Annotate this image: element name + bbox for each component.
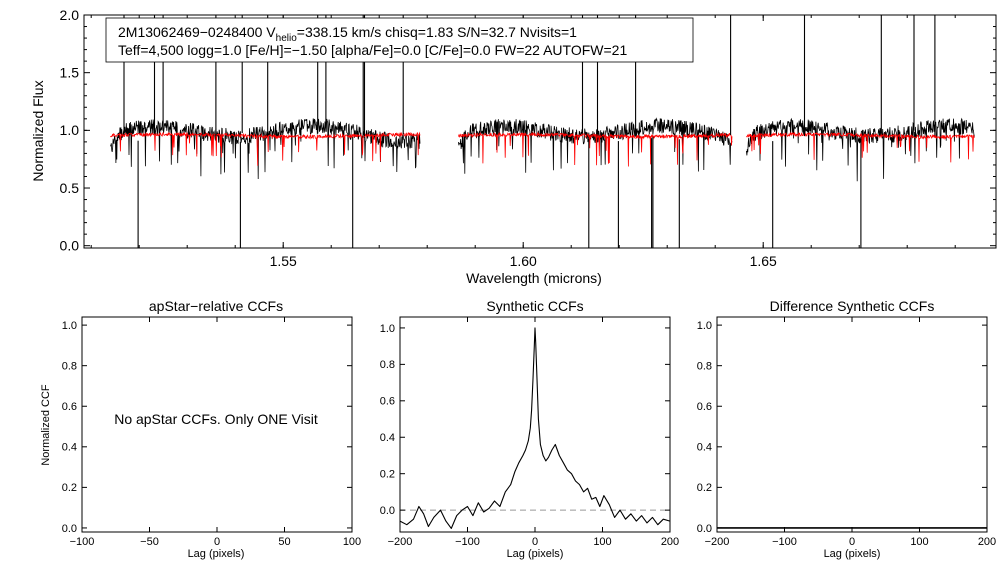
spectrum-axes-frame [83,14,997,249]
synthetic-ccf-ytick-label: 0.8 [380,359,395,371]
synthetic-ccf-ytick-label: 0.0 [380,505,395,517]
apstar-ccf-ytick-label: 0.0 [62,523,77,535]
apstar-ccf-ytick-label: 0.4 [62,442,77,454]
difference-ccf-ytick-label: 1.0 [697,320,712,332]
difference-ccf-ticks: −200 −100 0 100 200 0.0 0.2 0.4 0.6 0.8 1.0 [697,317,996,548]
difference-ccf-xtick-label: −100 [772,536,797,548]
synthetic-ccf-ytick-label: 0.2 [380,469,395,481]
apstar-ccf-annotation: No apStar CCFs. Only ONE Visit [114,411,318,427]
spectrum-ytick-label: 1.5 [60,65,80,81]
difference-ccf-xtick-label: −200 [705,536,730,548]
synthetic-ccf-xtick-label: −100 [455,536,480,548]
info-line-1: 2M13062469−0248400 Vhelio=338.15 km/s ch… [118,24,577,44]
apstar-ccf-xtick-label: 0 [214,536,220,548]
synthetic-ccf-line [399,327,671,529]
difference-ccf-xtick-label: 0 [849,536,855,548]
synthetic-ccf-xtick-label: 200 [661,536,679,548]
synthetic-ccf-ytick-label: 0.6 [380,396,395,408]
difference-ccf-xtick-label: 100 [910,536,928,548]
spectrum-model-line [458,131,733,167]
synthetic-ccf-xtick-label: 0 [532,536,538,548]
apstar-ccf-ytick-label: 1.0 [62,320,77,332]
difference-ccf-xlabel: Lag (pixels) [824,548,881,560]
synthetic-ccf-title: Synthetic CCFs [486,298,583,314]
synthetic-ccf-ticks: −200 −100 0 100 200 0.0 0.2 0.4 0.6 0.8 1.0 [380,317,679,548]
info-line-2: Teff=4,500 logg=1.0 [Fe/H]=−1.50 [alpha/… [118,42,627,58]
apstar-ccf-ticks: −100 −50 0 50 100 0.0 0.2 0.4 0.6 0.8 1.0 [62,317,361,548]
spectrum-ylabel: Normalized Flux [30,80,46,181]
difference-ccf-ytick-label: 0.4 [697,442,712,454]
apstar-ccf-ytick-label: 0.6 [62,401,77,413]
difference-ccf-ytick-label: 0.0 [697,523,712,535]
difference-ccf-panel: Difference Synthetic CCFs −200 −100 0 100 20… [697,298,996,560]
synthetic-ccf-ytick-label: 0.4 [380,432,395,444]
synthetic-ccf-ytick-label: 1.0 [380,323,395,335]
apstar-ccf-title: apStar−relative CCFs [149,298,283,314]
difference-ccf-ytick-label: 0.2 [697,482,712,494]
apstar-ccf-ylabel: Normalized CCF [40,384,52,466]
difference-ccf-xtick-label: 200 [978,536,996,548]
synthetic-ccf-xtick-label: −200 [388,536,413,548]
apstar-ccf-xtick-label: −50 [140,536,159,548]
spectrum-ytick-label: 2.0 [60,7,80,23]
info-box [105,17,694,63]
difference-ccf-ytick-label: 0.8 [697,361,712,373]
spectrum-ytick-label: 0.0 [60,238,80,254]
synthetic-ccf-xtick-label: 100 [593,536,611,548]
difference-ccf-title: Difference Synthetic CCFs [770,298,935,314]
difference-ccf-ytick-label: 0.6 [697,401,712,413]
spectrum-model-line [746,131,975,163]
apstar-ccf-xtick-label: 100 [343,536,361,548]
spectrum-ticks: 1.55 1.60 1.65 0.0 0.5 1.0 1.5 2.0 [60,7,996,269]
apstar-ccf-xtick-label: 50 [278,536,290,548]
spectrum-observed-line [110,118,421,180]
info-line-1-values: =338.15 km/s chisq=1.83 S/N=32.7 Nvisits… [297,24,577,40]
synthetic-ccf-axes-frame [399,316,671,533]
spectrum-xtick-label: 1.55 [270,253,297,269]
spectrum-xtick-label: 1.60 [510,253,537,269]
synthetic-ccf-plot-area [399,327,671,529]
spectrum-panel: 1.55 1.60 1.65 0.0 0.5 1.0 1.5 2.0 Wavelength (… [30,7,997,286]
apstar-ccf-xlabel: Lag (pixels) [188,548,245,560]
apstar-ccf-ytick-label: 0.2 [62,482,77,494]
apstar-ccf-xtick-label: −100 [70,536,95,548]
apstar-ccf-panel: apStar−relative CCFs −100 −50 0 50 100 0.0 0.2… [40,298,361,560]
synthetic-ccf-xlabel: Lag (pixels) [507,548,564,560]
apstar-ccf-ytick-label: 0.8 [62,361,77,373]
difference-ccf-axes-frame [716,316,988,533]
info-line-1-star: 2M13062469−0248400 V [118,24,276,40]
spectrum-xtick-label: 1.65 [750,253,777,269]
spectrum-model-line [110,131,421,166]
synthetic-ccf-panel: Synthetic CCFs −200 −100 0 100 200 0.0 0.2 0.4 0… [380,298,679,560]
info-line-1-subscript: helio [276,33,298,44]
spectrum-ytick-label: 0.5 [60,180,80,196]
spectrum-xlabel: Wavelength (microns) [466,270,602,286]
spectrum-ytick-label: 1.0 [60,122,80,138]
spectrum-observed-line [458,117,733,174]
